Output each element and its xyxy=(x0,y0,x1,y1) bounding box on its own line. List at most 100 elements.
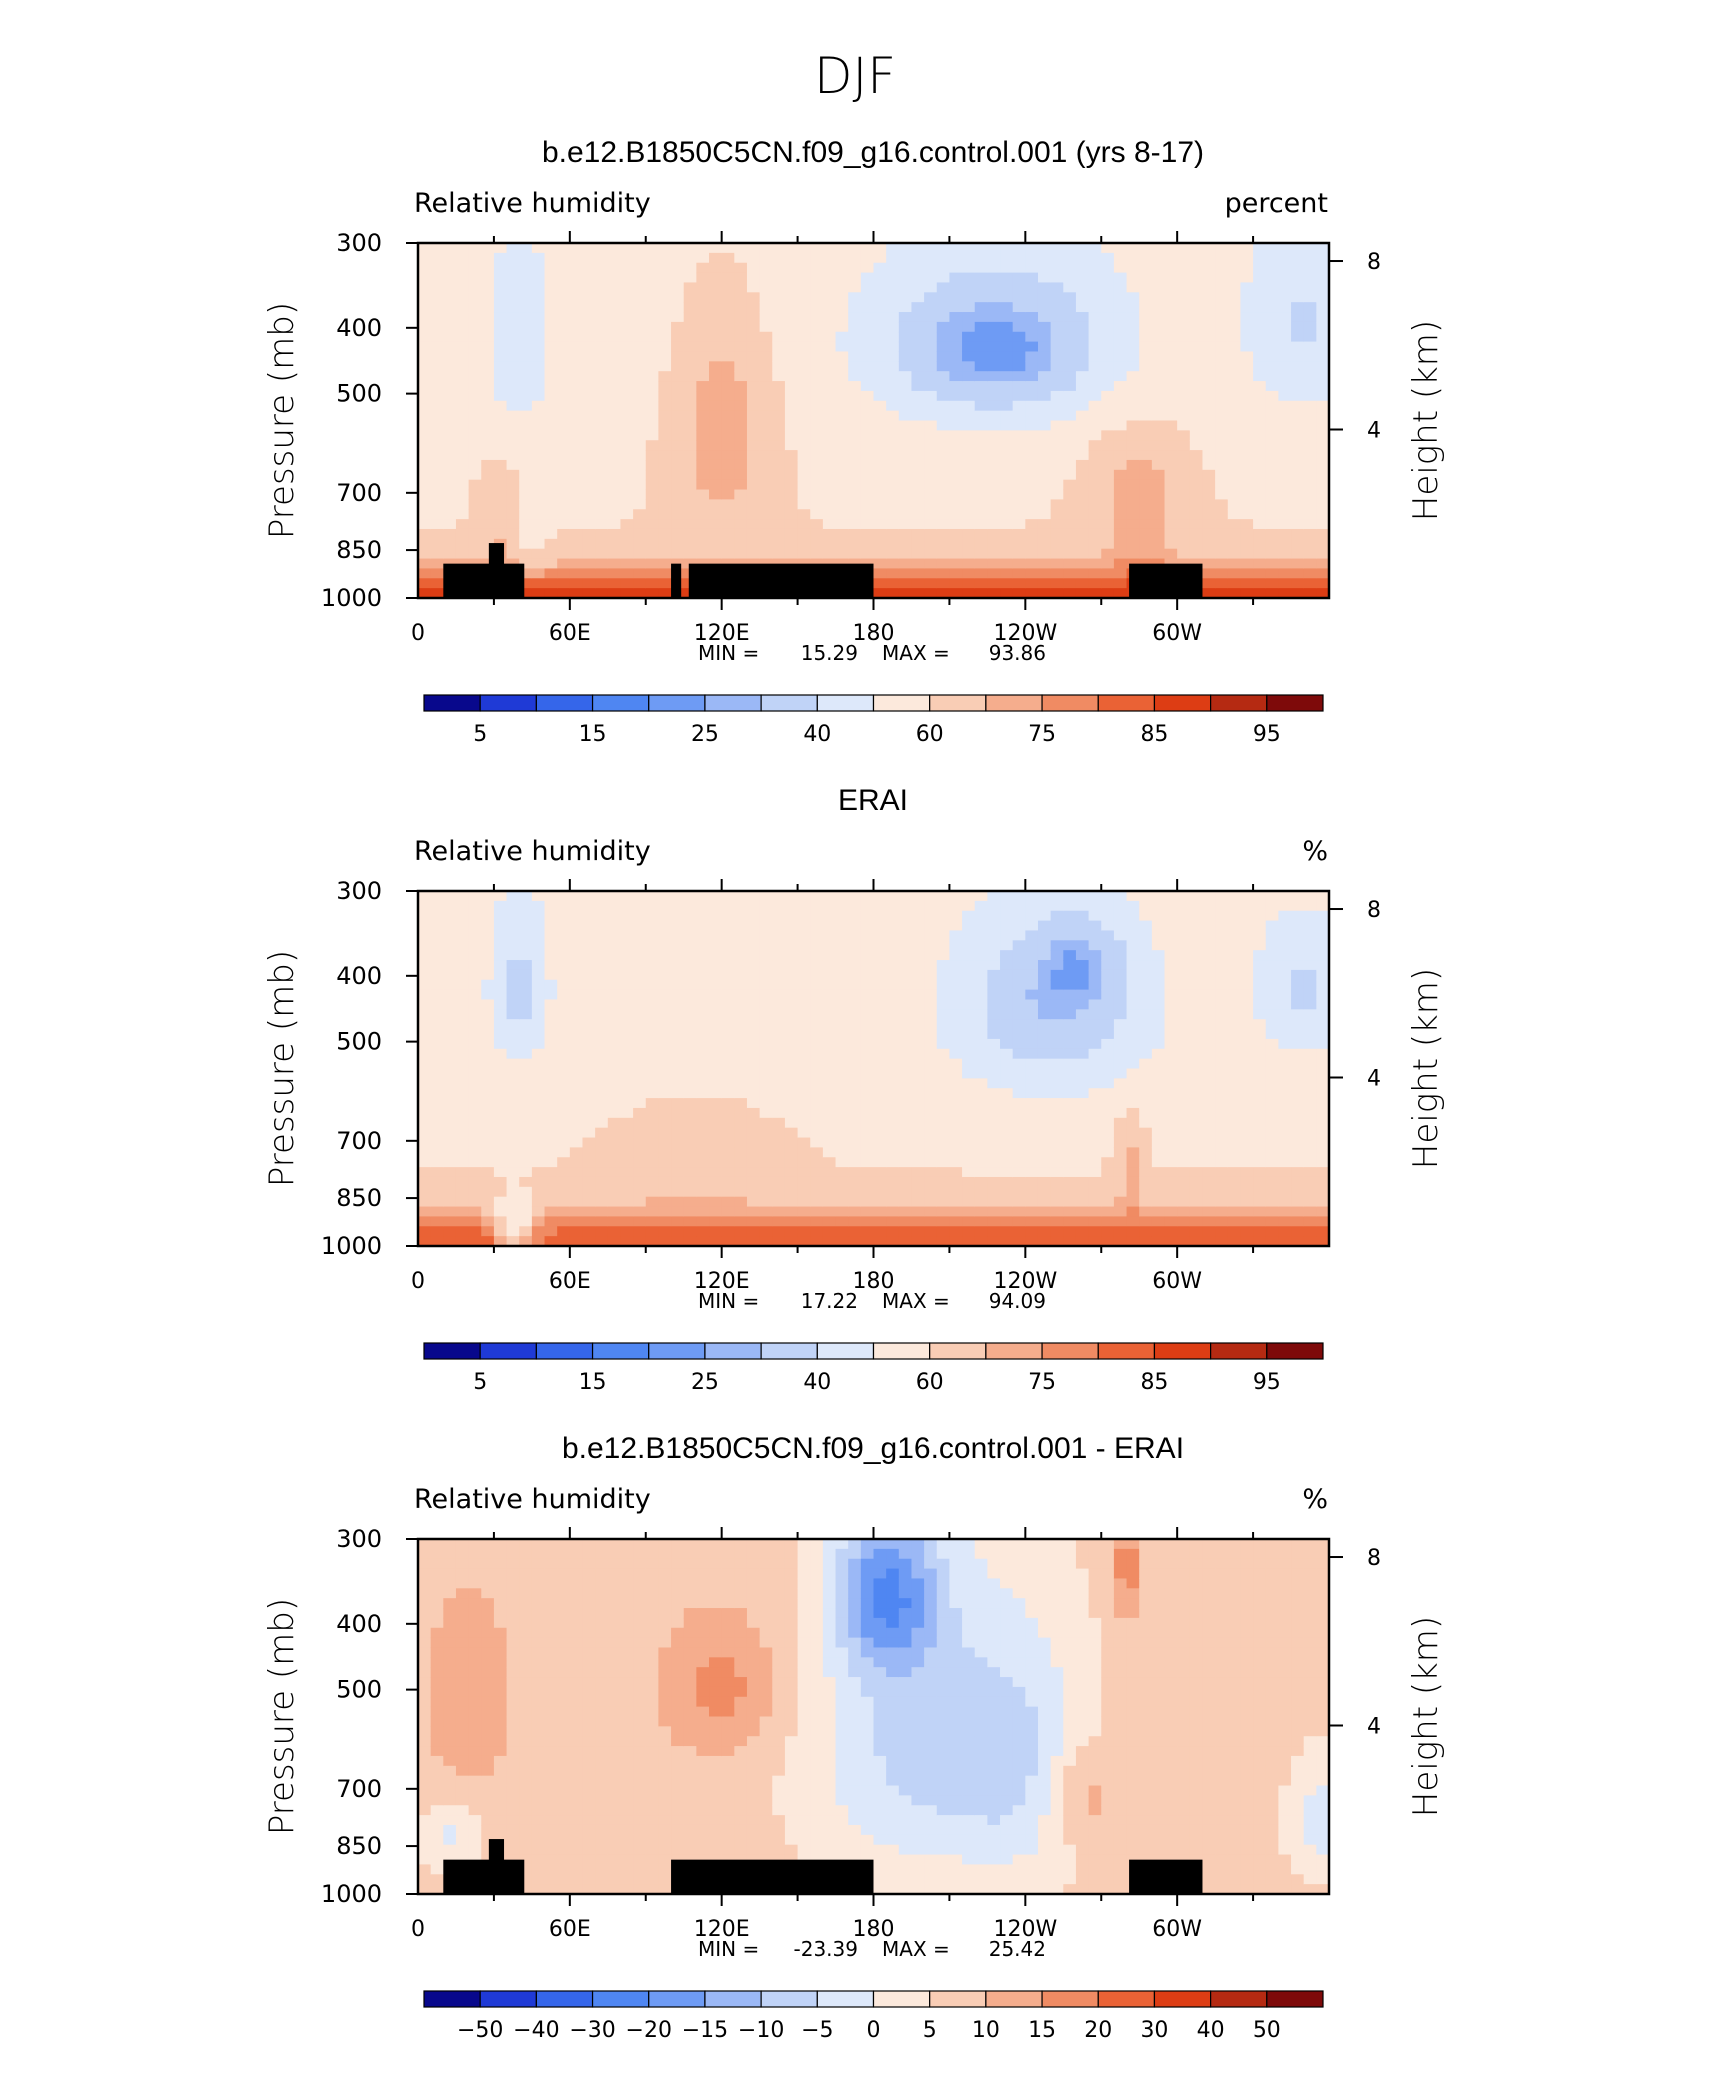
field-cell xyxy=(848,950,862,961)
field-cell xyxy=(468,1127,482,1139)
field-cell xyxy=(1101,440,1115,451)
field-cell xyxy=(481,528,495,540)
field-cell xyxy=(582,331,596,343)
field-cell xyxy=(1063,410,1077,422)
field-cell xyxy=(633,1157,647,1168)
field-cell xyxy=(607,1107,622,1119)
field-cell xyxy=(1025,341,1039,353)
field-cell xyxy=(1215,588,1229,598)
field-cell xyxy=(569,262,584,274)
field-cell xyxy=(607,1137,622,1148)
field-cell xyxy=(506,1137,520,1148)
field-cell xyxy=(1151,459,1166,471)
field-cell xyxy=(1139,499,1153,510)
field-cell xyxy=(810,1216,824,1227)
field-cell xyxy=(734,459,748,471)
field-cell xyxy=(746,262,761,274)
field-cell xyxy=(506,1186,520,1198)
field-cell xyxy=(582,302,596,313)
field-cell xyxy=(898,341,913,353)
field-cell xyxy=(873,381,887,392)
field-cell xyxy=(468,459,482,471)
field-cell xyxy=(873,1216,887,1227)
field-cell xyxy=(455,1019,470,1030)
field-cell xyxy=(696,321,710,333)
field-cell xyxy=(987,1117,1001,1129)
field-cell xyxy=(1177,252,1191,264)
field-cell xyxy=(658,321,672,333)
field-cell xyxy=(607,1127,622,1139)
field-cell xyxy=(443,321,457,333)
field-cell xyxy=(1126,519,1140,530)
field-cell xyxy=(1037,1029,1052,1040)
field-cell xyxy=(1063,321,1077,333)
field-cell xyxy=(569,430,584,441)
field-cell xyxy=(1101,272,1115,284)
field-cell xyxy=(886,479,900,491)
field-cell xyxy=(595,558,609,570)
field-cell xyxy=(569,528,584,540)
field-cell xyxy=(481,1058,495,1070)
field-cell xyxy=(797,321,811,333)
field-cell xyxy=(974,588,988,598)
colorbar-box xyxy=(423,694,481,712)
field-cell xyxy=(734,930,748,941)
field-cell xyxy=(595,1009,609,1020)
field-cell xyxy=(746,361,761,372)
field-cell xyxy=(1037,989,1052,1001)
field-cell xyxy=(949,1078,963,1089)
field-cell xyxy=(886,1236,900,1246)
field-cell xyxy=(607,262,622,274)
field-cell xyxy=(645,420,659,431)
field-cell xyxy=(974,979,988,991)
field-cell xyxy=(1012,361,1026,372)
field-cell xyxy=(696,1176,710,1188)
field-cell xyxy=(734,1058,748,1070)
field-cell xyxy=(1265,568,1279,579)
field-cell xyxy=(1101,420,1115,431)
field-cell xyxy=(1164,371,1178,382)
field-cell xyxy=(797,548,811,560)
field-cell xyxy=(595,548,609,560)
field-cell xyxy=(455,312,470,323)
field-cell xyxy=(746,1068,761,1079)
field-cell xyxy=(544,390,558,402)
field-cell xyxy=(810,252,824,264)
field-cell xyxy=(645,371,659,382)
field-cell xyxy=(873,371,887,382)
field-cell xyxy=(772,509,786,520)
field-cell xyxy=(797,351,811,362)
field-cell xyxy=(1063,331,1077,343)
field-cell xyxy=(493,1147,508,1158)
field-cell xyxy=(1088,930,1102,941)
field-cell xyxy=(822,420,837,431)
field-cell xyxy=(557,1127,571,1139)
field-cell xyxy=(658,371,672,382)
field-cell xyxy=(1278,292,1292,303)
field-cell xyxy=(519,1186,533,1198)
field-cell xyxy=(1139,940,1153,951)
field-cell xyxy=(481,519,495,530)
field-cell xyxy=(544,440,558,451)
field-cell xyxy=(1164,920,1178,932)
field-cell xyxy=(607,341,622,353)
field-cell xyxy=(493,459,508,471)
field-cell xyxy=(734,282,748,293)
field-cell xyxy=(1189,1236,1204,1246)
field-cell xyxy=(721,292,735,303)
field-cell xyxy=(531,940,546,951)
field-cell xyxy=(772,900,786,912)
field-cell xyxy=(1265,321,1279,333)
field-cell xyxy=(835,940,849,951)
field-cell xyxy=(1101,292,1115,303)
field-cell xyxy=(1316,292,1329,303)
field-cell xyxy=(860,1048,875,1060)
field-cell xyxy=(911,568,925,579)
field-cell xyxy=(721,321,735,333)
field-cell xyxy=(633,292,647,303)
field-cell xyxy=(1075,969,1090,981)
field-cell xyxy=(1050,450,1064,461)
field-cell xyxy=(443,252,457,264)
field-cell xyxy=(1253,272,1267,284)
field-cell xyxy=(633,361,647,372)
